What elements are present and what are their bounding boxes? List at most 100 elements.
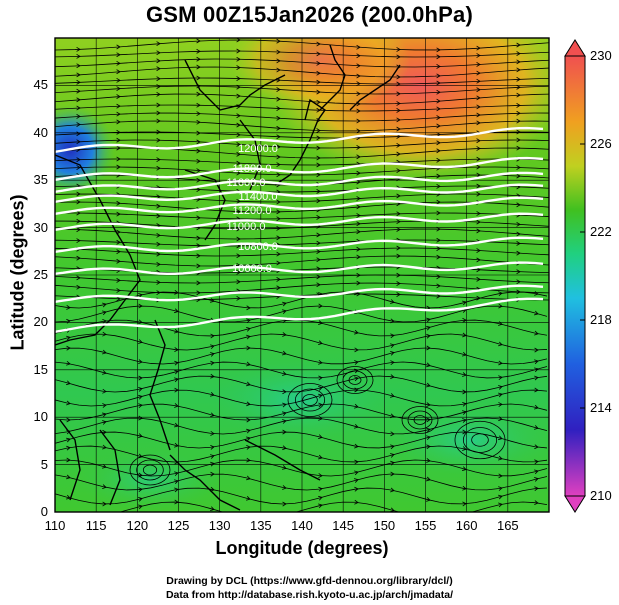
height-contour — [55, 156, 544, 181]
streamline-arrow — [516, 145, 521, 151]
streamline-arrow — [138, 415, 143, 421]
height-contour — [55, 171, 544, 193]
streamline-arrow — [396, 91, 401, 97]
streamline-arrow — [476, 78, 481, 84]
streamline-arrow — [396, 101, 401, 106]
streamline-arrow — [76, 165, 81, 170]
streamline-arrow — [356, 81, 361, 87]
streamline-arrow — [462, 418, 467, 423]
streamline-arrow — [516, 279, 521, 285]
streamline-arrow — [354, 443, 359, 449]
streamline — [55, 77, 549, 85]
streamline-arrow — [476, 62, 481, 67]
streamline-arrow — [156, 118, 161, 124]
streamline — [55, 58, 549, 68]
height-contour — [55, 297, 544, 333]
streamline-arrow — [116, 156, 121, 162]
streamline — [55, 375, 548, 393]
streamline-arrow — [390, 413, 395, 419]
streamline-arrow — [516, 231, 521, 237]
streamline-arrow — [534, 291, 539, 296]
streamline-arrow — [516, 221, 521, 227]
streamline-arrow — [210, 506, 215, 511]
streamline-arrow — [196, 263, 201, 269]
height-contour — [55, 236, 544, 253]
streamline-arrow — [476, 53, 481, 58]
streamline-arrow — [102, 310, 107, 316]
streamline-arrow — [318, 486, 323, 492]
streamline-arrow — [318, 386, 323, 391]
streamline-arrow — [356, 246, 361, 252]
streamline — [55, 247, 549, 257]
streamline-arrow — [356, 108, 361, 114]
streamline-arrow — [236, 151, 241, 157]
streamline-arrow — [116, 94, 121, 99]
streamline-arrow — [282, 332, 287, 337]
streamline-arrow — [436, 246, 441, 251]
streamline-arrow — [76, 199, 81, 205]
y-tick-label: 5 — [40, 456, 48, 472]
streamline-arrow — [396, 81, 401, 87]
streamline-arrow — [156, 194, 161, 200]
streamline-arrow — [116, 145, 121, 151]
x-tick-label: 125 — [167, 518, 190, 533]
streamline-arrow — [462, 389, 467, 395]
streamline — [55, 431, 548, 449]
streamline-arrow — [396, 281, 401, 286]
streamline-arrow — [476, 87, 481, 93]
streamline-arrow — [246, 496, 251, 501]
streamline-arrow — [436, 274, 441, 280]
streamline-arrow — [390, 431, 395, 437]
contour-label: 11800.0 — [233, 163, 272, 175]
streamline-arrow — [534, 477, 539, 482]
streamline-arrow — [498, 321, 503, 326]
streamline-arrow — [498, 392, 503, 398]
streamline-arrow — [476, 183, 481, 189]
streamline-arrow — [210, 298, 215, 303]
streamline-vortex — [413, 415, 427, 425]
streamline-arrow — [276, 134, 281, 140]
streamline — [55, 193, 549, 203]
streamline-arrow — [282, 301, 287, 307]
streamline-arrow — [516, 110, 521, 116]
streamline-arrow — [76, 139, 81, 145]
streamline-arrow — [196, 177, 201, 183]
streamline-arrow — [356, 221, 361, 227]
streamline-arrow — [396, 151, 401, 157]
height-contour — [55, 196, 544, 215]
streamline-arrow — [390, 350, 395, 356]
streamline-arrow — [276, 199, 281, 205]
streamline-arrow — [116, 86, 121, 92]
streamline — [55, 158, 549, 166]
streamline-arrow — [516, 92, 521, 98]
streamline-arrow — [276, 67, 281, 73]
streamline-arrow — [156, 50, 161, 56]
streamline-arrow — [534, 347, 539, 353]
streamline-arrow — [396, 253, 401, 259]
streamline-arrow — [498, 502, 503, 508]
streamline-arrow — [498, 402, 503, 407]
contour-label: 11400.0 — [239, 191, 278, 203]
streamline-arrow — [436, 80, 441, 86]
contour-label: 11000.0 — [227, 221, 266, 233]
streamline-arrow — [316, 107, 321, 113]
streamline-arrow — [236, 142, 241, 147]
streamline-arrow — [436, 237, 441, 243]
x-tick-label: 165 — [496, 518, 519, 533]
x-tick-label: 120 — [126, 518, 149, 533]
x-tick-label: 150 — [373, 518, 396, 533]
streamline-arrow — [476, 211, 481, 216]
streamline-arrow — [516, 76, 521, 82]
streamline-arrow — [116, 103, 121, 109]
credit-dcl: Drawing by DCL (https://www.gfd-dennou.o… — [166, 575, 453, 587]
streamline-vortex — [454, 420, 506, 460]
streamline-arrow — [236, 279, 241, 285]
x-tick-label: 155 — [414, 518, 437, 533]
streamline-arrow — [476, 164, 481, 170]
streamline-arrow — [534, 469, 539, 475]
y-tick-label: 10 — [33, 409, 48, 425]
streamline-arrow — [498, 473, 503, 479]
streamline-arrow — [276, 216, 281, 222]
streamline-vortex — [336, 366, 374, 394]
streamline-arrow — [116, 288, 121, 293]
